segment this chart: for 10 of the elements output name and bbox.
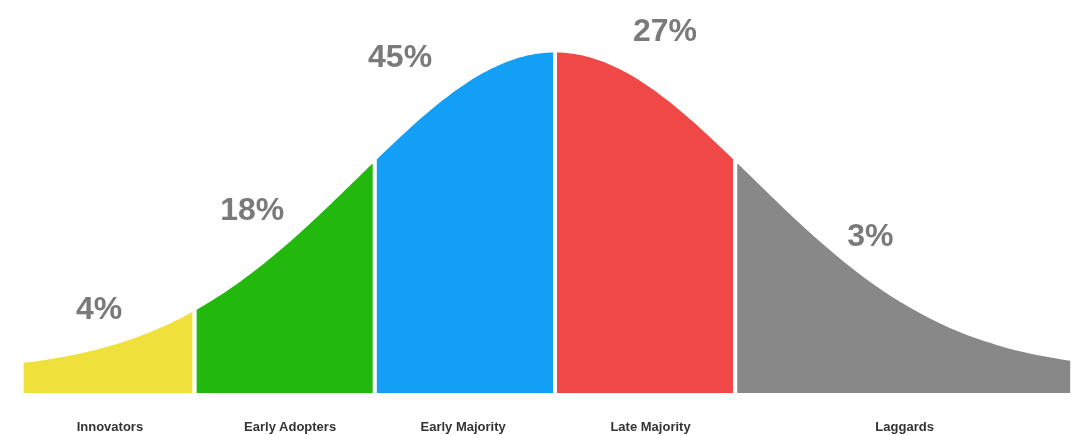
data-label: 4% [75, 289, 123, 326]
data-label: 27% [632, 12, 697, 49]
category-label: Early Majority [420, 419, 507, 435]
data-label: 3% [847, 216, 894, 253]
category-label: Laggards [875, 419, 934, 435]
data-label: 18% [220, 191, 285, 227]
category-label: Early Adopters [244, 419, 337, 435]
category-label: Innovators [76, 419, 144, 435]
data-label: 45% [368, 37, 433, 74]
category-label: Late Majority [610, 419, 692, 435]
